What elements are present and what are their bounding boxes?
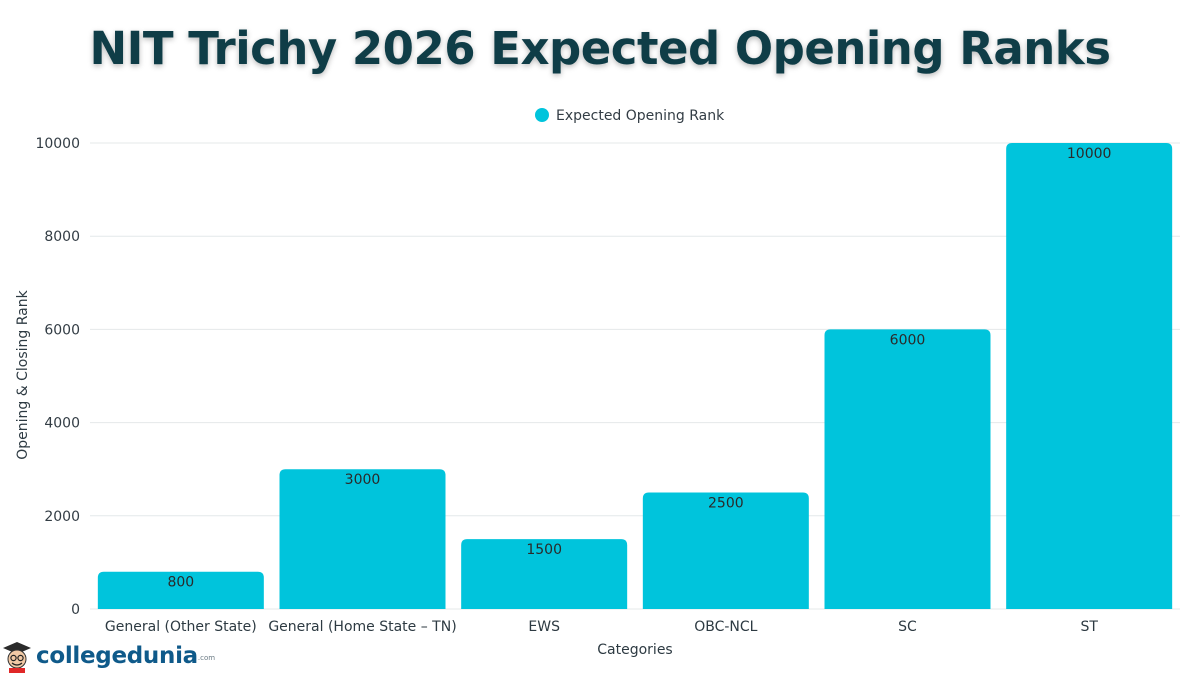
y-tick-label: 8000	[44, 229, 80, 245]
bar-value-label: 3000	[345, 472, 381, 488]
bar-value-label: 10000	[1067, 146, 1112, 162]
bar-value-label: 6000	[890, 332, 926, 348]
mascot-icon	[3, 642, 31, 673]
y-tick-label: 10000	[35, 136, 80, 152]
bar	[642, 492, 809, 609]
y-tick-label: 4000	[44, 416, 80, 432]
labels: 0 2000 4000 6000 8000 10000 800 General (Other …	[35, 136, 1111, 635]
collegedunia-logo: collegedunia .com	[0, 638, 215, 674]
bar	[461, 539, 628, 609]
x-tick-label: ST	[1080, 619, 1098, 635]
x-axis-title: Categories	[597, 642, 672, 658]
bars	[97, 143, 1173, 609]
y-tick-label: 2000	[44, 509, 80, 525]
y-tick-label: 0	[71, 602, 80, 618]
y-tick-label: 6000	[44, 322, 80, 338]
bar-value-label: 2500	[708, 496, 744, 512]
bar	[824, 329, 991, 609]
chart-title: NIT Trichy 2026 Expected Opening Ranks	[89, 22, 1111, 75]
x-tick-label: General (Home State – TN)	[268, 619, 456, 635]
bar	[97, 571, 264, 609]
legend-label-expected-opening-rank: Expected Opening Rank	[556, 108, 725, 124]
gridlines	[90, 142, 1180, 610]
logo-suffix: .com	[197, 654, 216, 662]
bar-value-label: 1500	[526, 542, 562, 558]
bar	[279, 469, 446, 609]
legend: Expected Opening Rank	[535, 108, 725, 124]
x-tick-label: General (Other State)	[105, 619, 257, 635]
logo-wordmark: collegedunia	[36, 643, 198, 669]
x-tick-label: SC	[898, 619, 917, 635]
x-tick-label: EWS	[528, 619, 560, 635]
bar-value-label: 800	[167, 575, 194, 591]
legend-marker-expected-opening-rank	[535, 108, 549, 122]
y-axis-title: Opening & Closing Rank	[15, 289, 31, 459]
bar	[1006, 143, 1173, 609]
x-tick-label: OBC-NCL	[694, 619, 757, 635]
